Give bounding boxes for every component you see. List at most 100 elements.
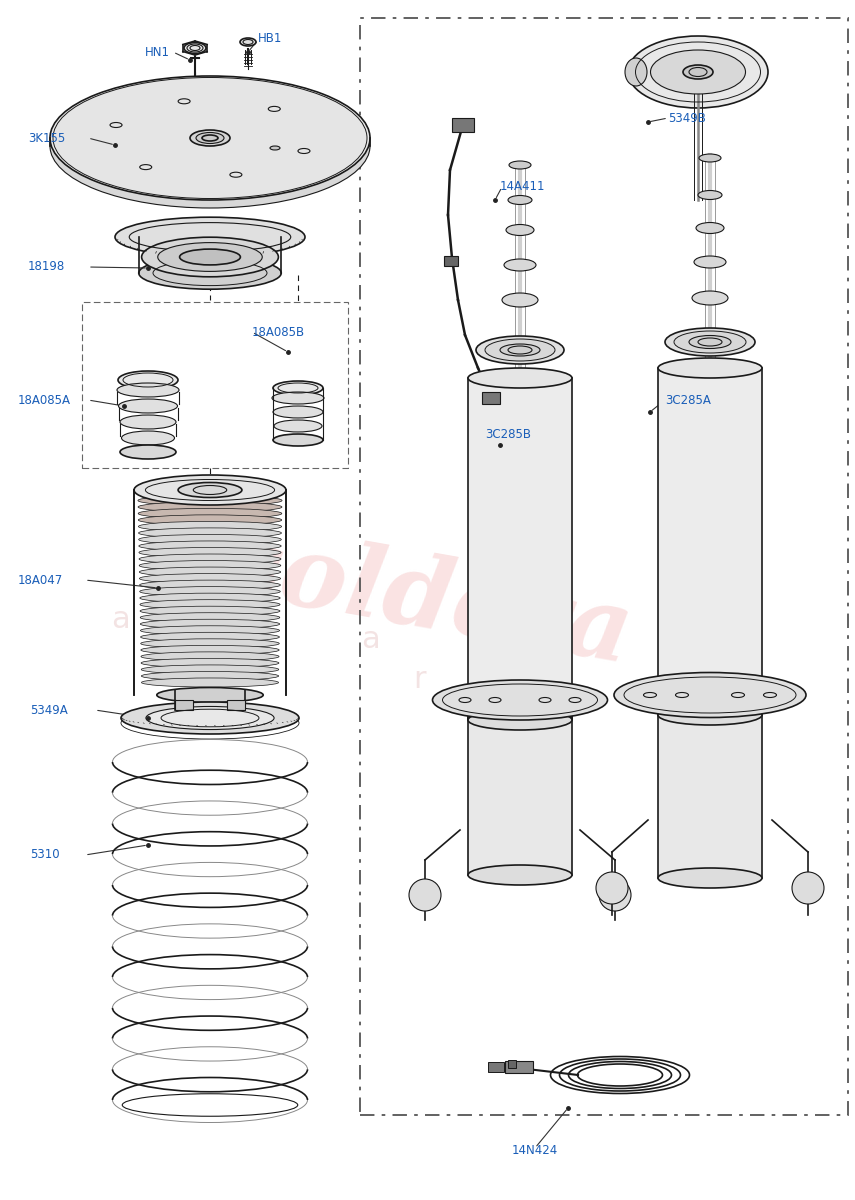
Ellipse shape [142,238,279,277]
Ellipse shape [502,293,538,307]
Text: 5349B: 5349B [668,112,706,125]
Ellipse shape [53,78,367,198]
Ellipse shape [689,336,731,348]
Ellipse shape [140,600,280,610]
Ellipse shape [196,132,224,144]
Ellipse shape [506,224,534,235]
Ellipse shape [274,420,322,432]
Bar [468,378,572,720]
Ellipse shape [509,161,531,169]
Ellipse shape [692,290,728,305]
Ellipse shape [696,222,724,234]
Ellipse shape [146,707,274,730]
Text: soldera: soldera [216,517,639,683]
Ellipse shape [508,196,532,204]
Ellipse shape [658,704,762,725]
Ellipse shape [115,217,305,257]
Ellipse shape [665,328,755,356]
Text: 14A411: 14A411 [500,180,545,193]
Ellipse shape [433,680,608,720]
Ellipse shape [141,638,280,648]
Ellipse shape [141,652,279,661]
Ellipse shape [140,632,280,642]
Ellipse shape [120,445,176,458]
Ellipse shape [178,482,242,498]
Ellipse shape [139,257,281,289]
Bar [508,1060,516,1068]
Text: 18198: 18198 [28,260,65,274]
Ellipse shape [141,646,280,655]
Ellipse shape [139,515,281,526]
Ellipse shape [468,865,572,886]
Ellipse shape [240,38,256,46]
Ellipse shape [118,371,178,389]
Ellipse shape [140,606,280,616]
Ellipse shape [628,36,768,108]
Text: 18A085A: 18A085A [18,394,71,407]
Text: HN1: HN1 [145,46,170,59]
Circle shape [409,878,441,911]
Text: 5349A: 5349A [30,703,68,716]
Bar [175,700,193,710]
Text: 3K155: 3K155 [28,132,65,144]
Ellipse shape [468,368,572,388]
Ellipse shape [485,338,555,361]
Ellipse shape [50,76,370,200]
Text: s: s [552,685,568,714]
Ellipse shape [140,619,280,629]
Ellipse shape [273,406,323,418]
Ellipse shape [120,415,176,428]
Ellipse shape [683,65,713,79]
Ellipse shape [139,534,281,545]
Ellipse shape [658,358,762,378]
Ellipse shape [468,710,572,730]
Ellipse shape [121,702,299,734]
Ellipse shape [139,509,282,518]
Ellipse shape [504,259,536,271]
Ellipse shape [139,547,281,558]
Circle shape [599,878,631,911]
Ellipse shape [119,398,178,413]
Ellipse shape [180,250,240,265]
Ellipse shape [699,154,721,162]
Text: HB1: HB1 [258,31,282,44]
Bar [488,1062,504,1072]
Ellipse shape [138,502,282,512]
Text: 14N424: 14N424 [512,1144,558,1157]
Ellipse shape [190,130,230,146]
Ellipse shape [139,580,280,590]
Ellipse shape [139,568,280,577]
Ellipse shape [141,672,279,680]
Ellipse shape [273,434,323,446]
Text: 3C285A: 3C285A [665,394,711,407]
Bar [505,1061,533,1073]
Circle shape [596,872,628,904]
Bar [658,713,762,878]
Ellipse shape [476,336,564,364]
Text: 18A085B: 18A085B [252,325,305,338]
Ellipse shape [698,191,722,199]
Ellipse shape [272,392,324,404]
Ellipse shape [140,613,280,623]
Ellipse shape [156,688,263,702]
Bar [658,368,762,715]
Text: t: t [494,676,506,704]
Ellipse shape [270,146,280,150]
Ellipse shape [273,382,323,395]
Text: p: p [240,606,260,635]
Ellipse shape [139,560,280,570]
Bar [227,700,245,710]
Ellipse shape [121,431,174,445]
Ellipse shape [139,528,281,538]
Ellipse shape [614,672,806,718]
Ellipse shape [139,541,281,551]
Bar [82,302,348,468]
Ellipse shape [140,593,280,602]
Bar [468,715,572,875]
Ellipse shape [500,344,540,356]
Ellipse shape [651,50,746,94]
Ellipse shape [140,625,280,635]
Ellipse shape [625,58,647,86]
Ellipse shape [658,868,762,888]
Ellipse shape [138,488,282,499]
